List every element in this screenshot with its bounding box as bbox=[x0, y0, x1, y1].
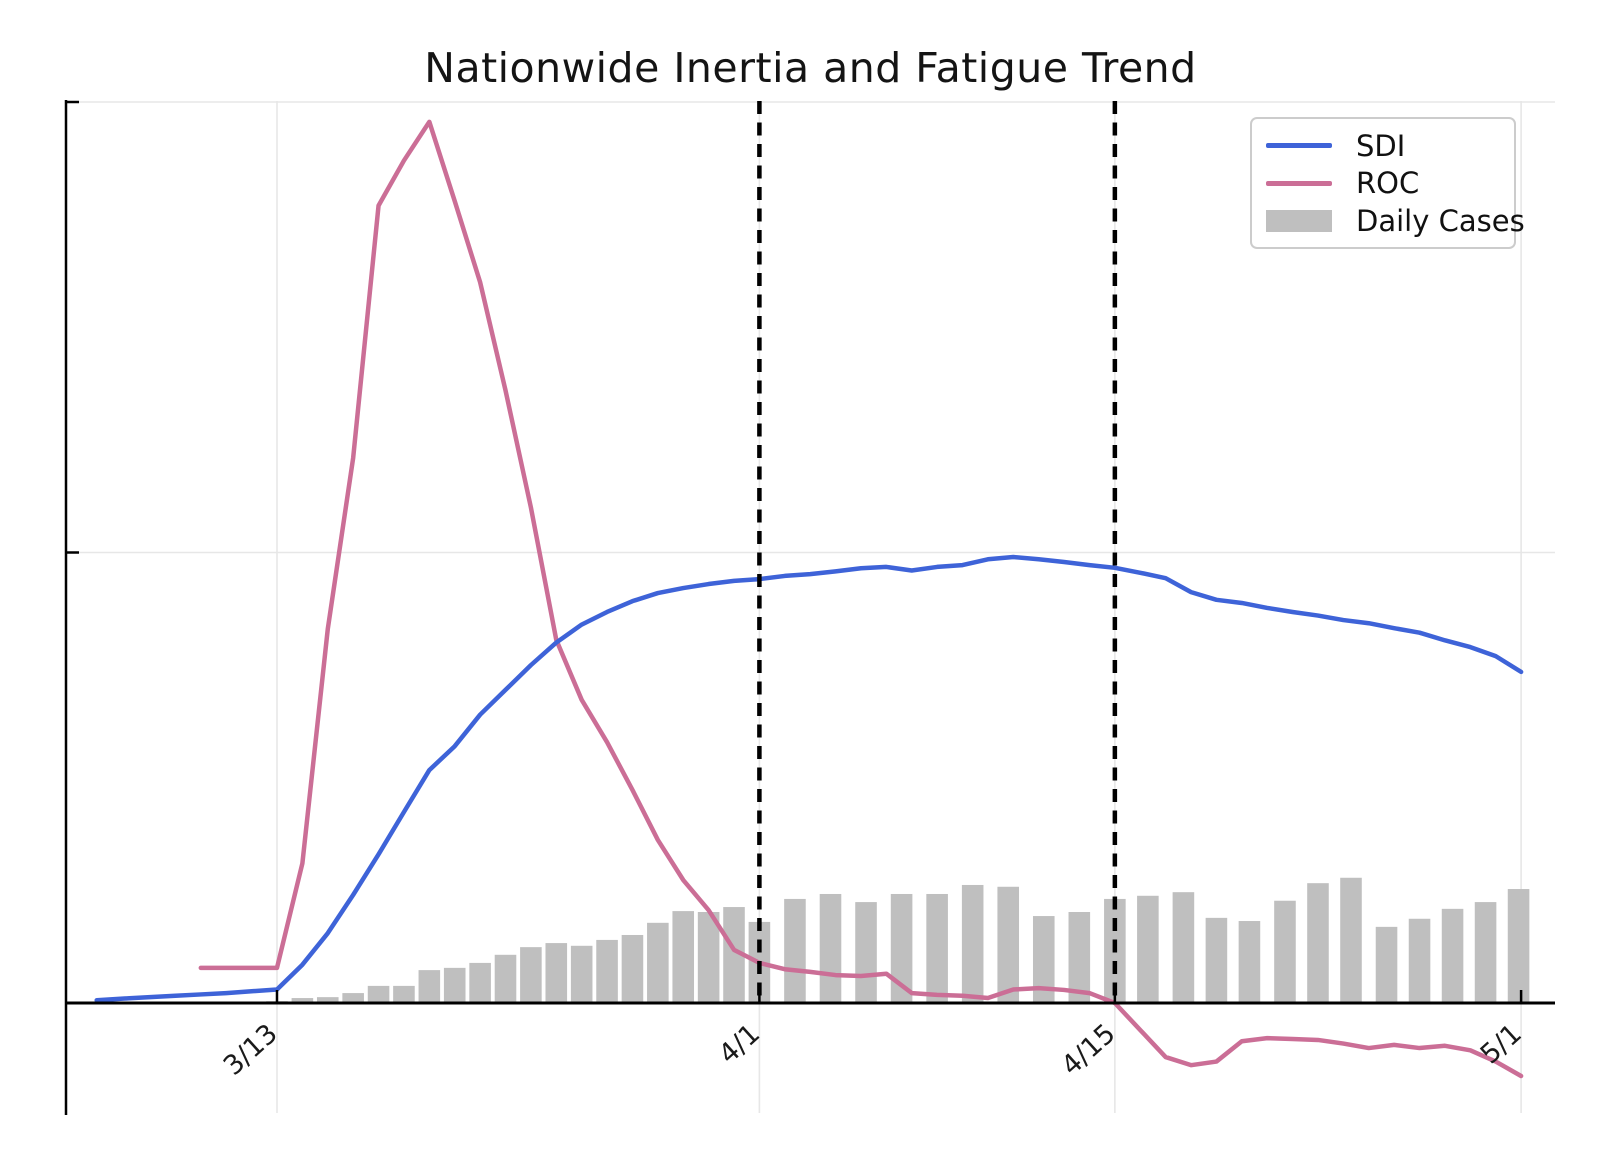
sdi-line bbox=[94, 554, 1524, 1003]
daily-cases-bar-swatch-icon bbox=[1266, 209, 1332, 232]
daily-cases-bar bbox=[1137, 895, 1159, 1003]
daily-cases-bar bbox=[393, 985, 415, 1003]
daily-cases-bar bbox=[1307, 883, 1329, 1003]
daily-cases-bar bbox=[723, 907, 745, 1003]
daily-cases-bar bbox=[342, 993, 364, 1003]
legend-item-roc: ROC bbox=[1252, 166, 1514, 200]
legend-label-daily-cases: Daily Cases bbox=[1356, 203, 1525, 238]
daily-cases-bar bbox=[1441, 908, 1464, 1003]
x-tick-label: 3/13 bbox=[218, 1018, 284, 1082]
daily-cases-bar bbox=[784, 898, 806, 1003]
roc-line bbox=[198, 119, 1524, 1079]
daily-cases-bar bbox=[570, 945, 593, 1003]
daily-cases-bar bbox=[1205, 917, 1228, 1003]
daily-cases-bar bbox=[494, 954, 517, 1003]
daily-cases-bar bbox=[316, 997, 339, 1003]
legend-item-daily-cases: Daily Cases bbox=[1252, 204, 1525, 238]
daily-cases-bar bbox=[997, 886, 1020, 1003]
daily-cases-bar bbox=[647, 922, 669, 1003]
daily-cases-bar bbox=[855, 902, 877, 1003]
daily-cases-bar bbox=[819, 893, 842, 1003]
daily-cases-bar bbox=[1238, 921, 1261, 1003]
x-tick-label: 5/1 bbox=[1475, 1018, 1528, 1070]
daily-cases-bar bbox=[1474, 902, 1497, 1003]
daily-cases-bar bbox=[367, 985, 390, 1003]
daily-cases-bar bbox=[545, 943, 568, 1003]
daily-cases-bar bbox=[1340, 877, 1362, 1003]
legend-label-sdi: SDI bbox=[1356, 128, 1406, 163]
chart-title: Nationwide Inertia and Fatigue Trend bbox=[424, 44, 1197, 92]
daily-cases-bar bbox=[926, 893, 948, 1003]
daily-cases-bar bbox=[1032, 916, 1055, 1003]
sdi-line-swatch-icon bbox=[1266, 143, 1332, 148]
daily-cases-bar bbox=[291, 998, 314, 1003]
daily-cases-bar bbox=[469, 962, 491, 1003]
daily-cases-bar bbox=[890, 893, 913, 1003]
daily-cases-bar bbox=[1507, 889, 1530, 1003]
daily-cases-bar bbox=[1274, 900, 1296, 1003]
daily-cases-bar bbox=[443, 967, 466, 1003]
daily-cases-bar bbox=[1172, 892, 1195, 1003]
x-tick-label: 4/15 bbox=[1056, 1018, 1122, 1082]
daily-cases-bar bbox=[672, 911, 695, 1003]
daily-cases-bar bbox=[520, 947, 542, 1003]
daily-cases-bar bbox=[1068, 911, 1091, 1003]
roc-line-swatch-icon bbox=[1266, 180, 1332, 186]
legend-label-roc: ROC bbox=[1356, 166, 1420, 200]
daily-cases-bar bbox=[621, 934, 644, 1003]
legend: SDI ROC Daily Cases bbox=[1250, 117, 1525, 249]
daily-cases-bar bbox=[1375, 926, 1398, 1003]
daily-cases-bar bbox=[596, 939, 618, 1003]
daily-cases-bar bbox=[1408, 918, 1431, 1003]
daily-cases-bar bbox=[697, 911, 720, 1003]
daily-cases-bar bbox=[418, 970, 441, 1003]
daily-cases-bar bbox=[961, 884, 984, 1003]
x-tick-label: 4/1 bbox=[713, 1018, 766, 1070]
legend-item-sdi: SDI bbox=[1252, 129, 1514, 163]
